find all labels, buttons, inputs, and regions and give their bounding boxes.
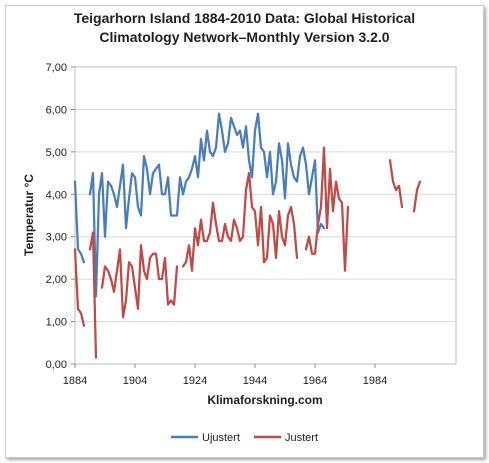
plot-area <box>74 66 457 365</box>
x-axis-title: Klimaforskning.com <box>207 393 322 407</box>
y-tick-label: 7,00 <box>46 62 67 74</box>
series-line-justert <box>73 248 86 327</box>
chart-title: Teigarhorn Island 1884-2010 Data: Global… <box>0 9 489 47</box>
series-line-ujustert <box>88 112 326 298</box>
x-tick-label: 1944 <box>243 375 267 387</box>
y-tick-label: 1,00 <box>46 317 67 329</box>
y-tick-label: 5,00 <box>46 147 67 159</box>
y-tick-label: 3,00 <box>46 232 67 244</box>
series-line-justert <box>100 244 179 319</box>
y-tick-label: 2,00 <box>46 274 67 286</box>
legend-label-justert: Justert <box>285 432 318 444</box>
series-line-justert <box>412 180 422 213</box>
gridlines <box>71 66 456 368</box>
chart-subtitle: Climatology Network–Monthly Version 3.2.… <box>99 29 390 45</box>
y-tick-labels: 0,00 1,00 2,00 3,00 4,00 5,00 6,00 7,00 <box>46 62 67 371</box>
x-tick-labels: 1884 1904 1924 1944 1964 1984 <box>63 375 387 387</box>
x-tick-label: 1884 <box>63 375 87 387</box>
y-tick-label: 6,00 <box>46 104 67 116</box>
y-tick-label: 4,00 <box>46 189 67 201</box>
x-tick-label: 1984 <box>363 375 387 387</box>
legend: Ujustert Justert <box>171 432 318 444</box>
x-tick-label: 1924 <box>183 375 207 387</box>
series-line-justert <box>388 159 404 209</box>
legend-label-ujustert: Ujustert <box>202 432 240 444</box>
x-tick-label: 1904 <box>123 375 147 387</box>
series-line-justert <box>88 231 98 359</box>
y-axis-title: Temperatur °C <box>22 174 36 256</box>
chart-title-line-1: Teigarhorn Island 1884-2010 Data: Global… <box>73 10 416 26</box>
series-line-ujustert <box>73 180 86 264</box>
series-line-justert <box>304 146 350 272</box>
y-tick-label: 0,00 <box>46 359 67 371</box>
x-tick-label: 1964 <box>303 375 327 387</box>
series-lines <box>73 112 422 359</box>
series-line-justert <box>181 171 299 272</box>
